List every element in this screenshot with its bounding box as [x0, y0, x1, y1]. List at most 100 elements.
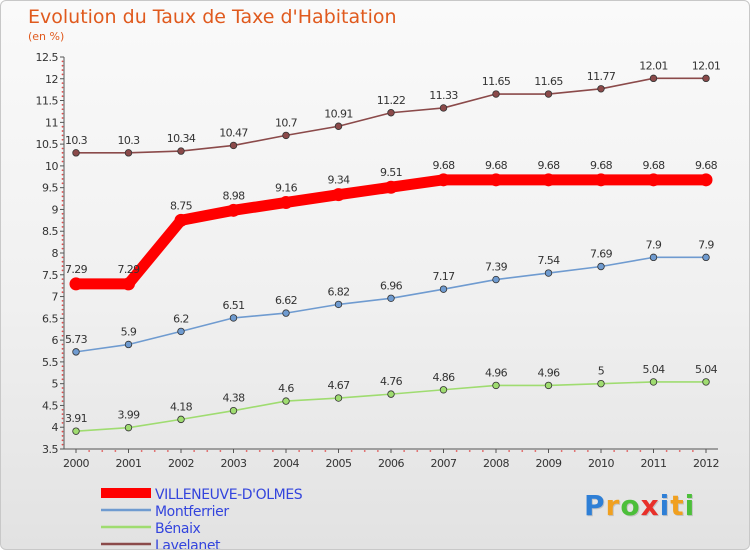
- data-label: 4.6: [278, 382, 294, 395]
- y-minor-tick: [61, 112, 64, 115]
- data-point: [649, 74, 658, 83]
- y-minor-tick: [61, 204, 64, 206]
- y-tick-label: 7.5: [42, 269, 58, 282]
- data-label: 9.68: [432, 159, 455, 172]
- logo-letter: P: [584, 489, 606, 522]
- y-tick-label: 5.5: [42, 356, 58, 369]
- y-minor-tick: [61, 134, 64, 137]
- x-tick-label: 2012: [693, 457, 719, 470]
- data-point: [544, 269, 553, 277]
- y-minor-tick: [61, 64, 64, 67]
- y-minor-tick: [61, 69, 64, 71]
- y-minor-tick: [61, 160, 64, 163]
- y-minor-tick: [61, 178, 64, 180]
- data-point: [229, 406, 238, 415]
- x-minor-tick: [193, 450, 196, 452]
- y-tick-label: 10.5: [36, 138, 59, 151]
- x-minor-tick: [468, 450, 471, 452]
- y-tick-label: 12: [45, 73, 58, 86]
- y-minor-tick: [61, 195, 64, 198]
- y-minor-tick: [61, 326, 64, 328]
- data-label: 5: [598, 365, 605, 378]
- data-label: 10.47: [219, 126, 248, 139]
- x-minor-tick: [573, 450, 576, 452]
- data-label: 7.54: [537, 254, 560, 267]
- data-point: [69, 277, 83, 291]
- y-minor-tick: [61, 191, 64, 193]
- y-minor-tick: [61, 117, 64, 119]
- x-minor-tick: [560, 450, 563, 452]
- y-minor-tick: [61, 212, 64, 215]
- y-minor-tick: [61, 125, 64, 128]
- y-minor-tick: [61, 330, 64, 333]
- x-minor-tick: [403, 450, 406, 452]
- x-minor-tick: [613, 450, 616, 452]
- y-minor-tick: [61, 356, 64, 359]
- data-point: [384, 180, 398, 194]
- y-tick-label: 11.5: [36, 95, 59, 108]
- data-point: [439, 386, 448, 394]
- y-minor-tick: [61, 347, 64, 350]
- data-point: [279, 195, 293, 209]
- logo-letter: x: [640, 489, 660, 522]
- data-label: 6.51: [222, 299, 244, 312]
- y-minor-tick: [61, 387, 64, 389]
- y-minor-tick: [61, 374, 64, 376]
- y-minor-tick: [61, 108, 64, 111]
- x-tick-label: 2004: [273, 457, 299, 470]
- y-tick-label: 8.5: [42, 225, 58, 238]
- y-tick-label: 10: [45, 160, 58, 173]
- data-label: 4.96: [485, 366, 508, 379]
- data-point: [597, 379, 605, 388]
- data-label: 6.82: [327, 285, 349, 298]
- y-tick-label: 6.5: [42, 312, 58, 325]
- data-point: [649, 253, 658, 262]
- logo-letter: i: [684, 489, 696, 522]
- y-minor-tick: [61, 73, 64, 76]
- data-label: 5.73: [65, 333, 88, 346]
- y-minor-tick: [61, 82, 64, 85]
- data-label: 8.75: [170, 199, 193, 212]
- y-minor-tick: [61, 343, 64, 346]
- y-minor-tick: [61, 378, 64, 381]
- series-line: [70, 174, 712, 290]
- logo-letter: t: [670, 489, 685, 522]
- x-tick-label: 2000: [63, 457, 89, 470]
- x-minor-tick: [350, 450, 353, 452]
- x-tick-label: 2006: [378, 457, 404, 470]
- data-label: 7.29: [65, 263, 88, 276]
- y-minor-tick: [61, 156, 64, 159]
- data-point: [387, 390, 395, 398]
- legend-label: VILLENEUVE-D'OLMES: [155, 487, 303, 503]
- data-label: 3.91: [65, 412, 87, 425]
- proxiti-logo: Proxiti: [584, 489, 695, 522]
- y-minor-tick: [61, 147, 64, 150]
- data-point: [177, 327, 185, 336]
- y-minor-tick: [61, 369, 64, 372]
- x-minor-tick: [271, 450, 274, 452]
- x-minor-tick: [639, 450, 642, 452]
- x-minor-tick: [311, 450, 314, 452]
- data-point: [597, 85, 605, 93]
- x-tick-label: 2010: [588, 457, 614, 470]
- data-label: 8.98: [222, 189, 245, 202]
- x-minor-tick: [626, 450, 629, 452]
- logo-letter: r: [605, 489, 621, 522]
- y-minor-tick: [61, 421, 64, 424]
- data-point: [174, 213, 188, 227]
- y-minor-tick: [61, 130, 64, 132]
- y-minor-tick: [61, 435, 64, 437]
- y-minor-tick: [61, 304, 64, 307]
- y-minor-tick: [61, 95, 64, 98]
- data-label: 9.16: [275, 181, 298, 194]
- data-point: [647, 173, 660, 187]
- y-minor-tick: [61, 265, 64, 267]
- y-minor-tick: [61, 291, 64, 294]
- data-label: 7.39: [485, 261, 508, 274]
- y-tick-label: 9: [52, 203, 59, 216]
- y-minor-tick: [61, 86, 64, 89]
- data-point: [544, 381, 553, 390]
- x-minor-tick: [586, 450, 589, 452]
